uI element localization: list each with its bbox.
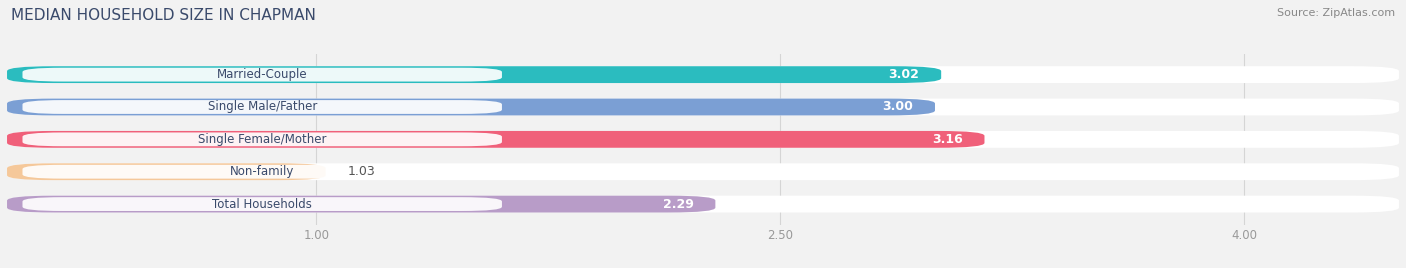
- FancyBboxPatch shape: [7, 131, 984, 148]
- FancyBboxPatch shape: [22, 100, 502, 114]
- Text: 3.02: 3.02: [889, 68, 920, 81]
- FancyBboxPatch shape: [7, 99, 1399, 116]
- Text: Single Male/Father: Single Male/Father: [208, 100, 316, 113]
- FancyBboxPatch shape: [22, 197, 502, 211]
- Text: MEDIAN HOUSEHOLD SIZE IN CHAPMAN: MEDIAN HOUSEHOLD SIZE IN CHAPMAN: [11, 8, 316, 23]
- Text: Single Female/Mother: Single Female/Mother: [198, 133, 326, 146]
- FancyBboxPatch shape: [7, 196, 716, 213]
- FancyBboxPatch shape: [22, 68, 502, 81]
- FancyBboxPatch shape: [7, 163, 1399, 180]
- FancyBboxPatch shape: [7, 196, 1399, 213]
- Text: 1.03: 1.03: [347, 165, 375, 178]
- FancyBboxPatch shape: [22, 132, 502, 146]
- FancyBboxPatch shape: [7, 131, 1399, 148]
- FancyBboxPatch shape: [7, 99, 935, 116]
- Text: Total Households: Total Households: [212, 198, 312, 211]
- Text: 3.00: 3.00: [883, 100, 914, 113]
- Text: 2.29: 2.29: [662, 198, 693, 211]
- Text: Source: ZipAtlas.com: Source: ZipAtlas.com: [1277, 8, 1395, 18]
- Text: 3.16: 3.16: [932, 133, 963, 146]
- Text: Married-Couple: Married-Couple: [217, 68, 308, 81]
- FancyBboxPatch shape: [7, 163, 326, 180]
- FancyBboxPatch shape: [7, 66, 941, 83]
- FancyBboxPatch shape: [22, 165, 502, 178]
- FancyBboxPatch shape: [7, 66, 1399, 83]
- Text: Non-family: Non-family: [231, 165, 294, 178]
